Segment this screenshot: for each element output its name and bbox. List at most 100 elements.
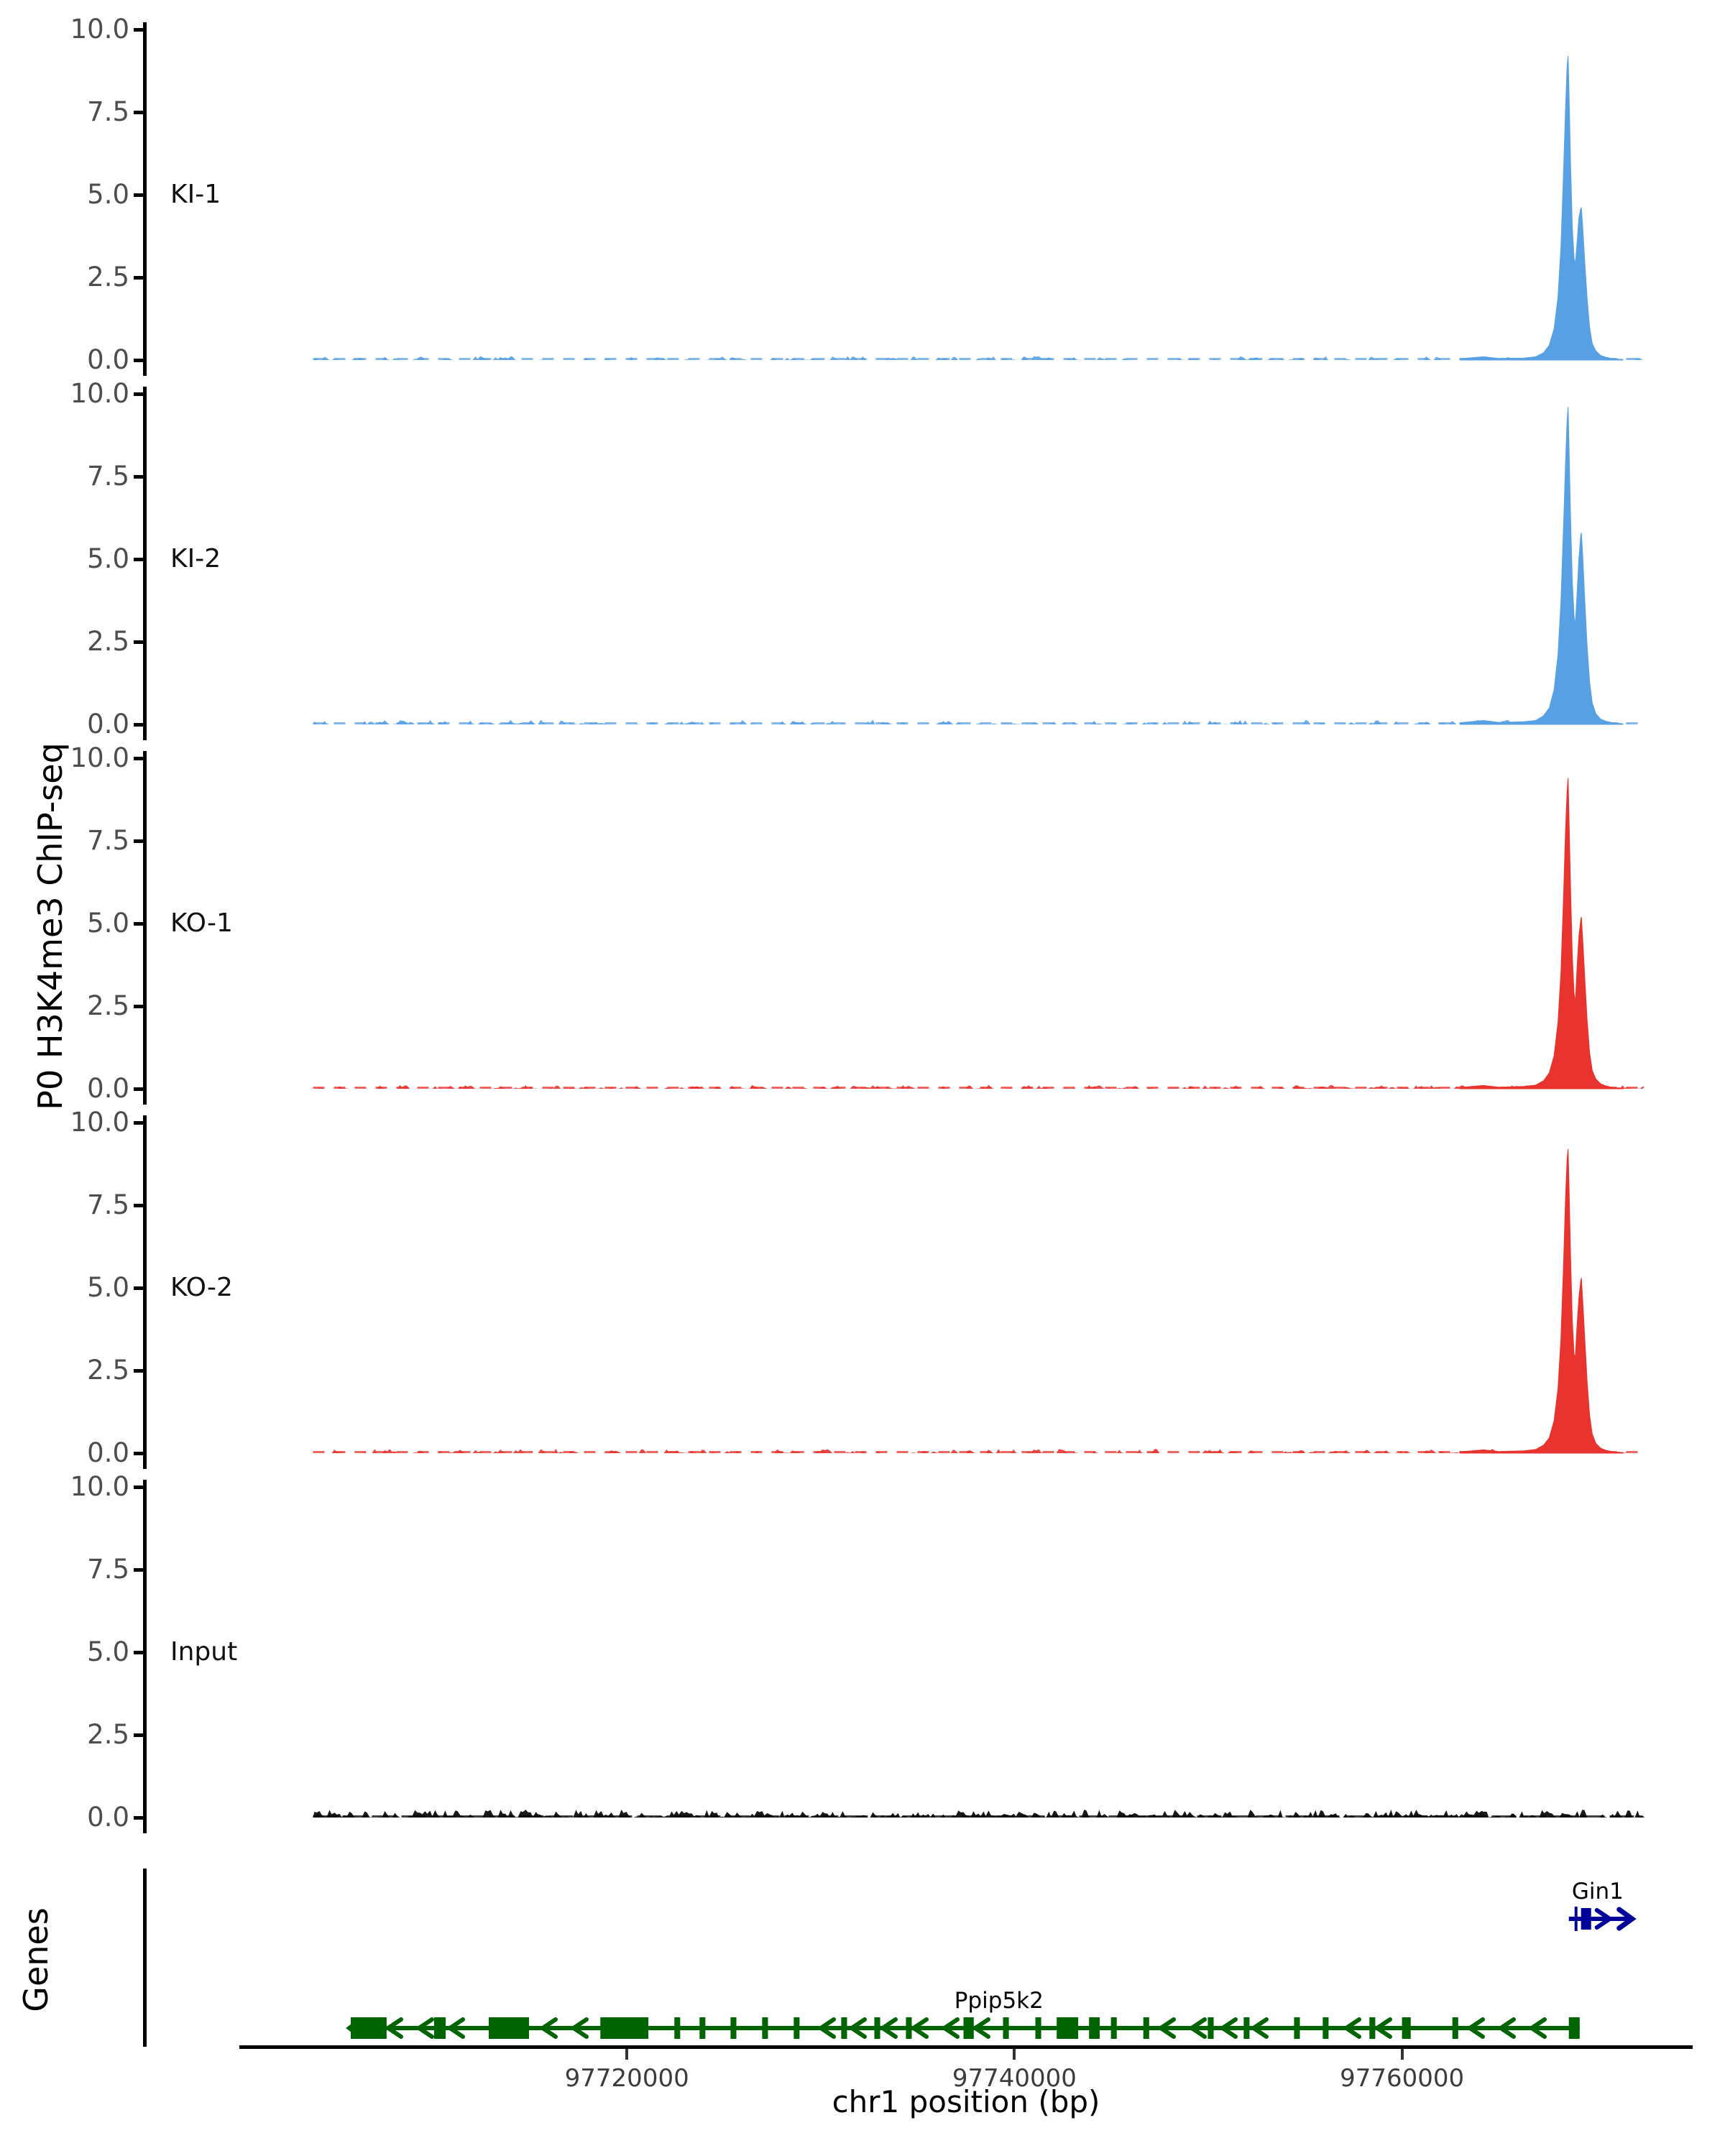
noise-area: [313, 356, 1645, 360]
strand-arrow-icon: [569, 2017, 589, 2039]
y-tick-mark: [134, 1087, 144, 1091]
x-tick-label: 97760000: [1340, 2064, 1465, 2093]
strand-arrow-icon: [446, 2017, 466, 2039]
genes-panel-axis-spine: [143, 1869, 147, 2047]
exon-box: [841, 2017, 847, 2039]
exon-box: [1208, 2017, 1214, 2039]
strand-arrow-icon: [1594, 1908, 1614, 1930]
y-tick-label: 5.0: [87, 1636, 129, 1667]
coverage-peak-area-KI-1: [1459, 55, 1624, 361]
exon-box: [1294, 2017, 1300, 2039]
exon-box: [674, 2017, 681, 2039]
y-tick-label: 10.0: [70, 1471, 129, 1502]
y-tick-label: 10.0: [70, 14, 129, 45]
exon-box: [906, 2017, 912, 2039]
coverage-svg-Input: [313, 1810, 1645, 1818]
y-tick-mark: [134, 757, 144, 760]
x-tick-mark: [1013, 2049, 1016, 2060]
genes-svg: Gin1 Ppip5k2: [346, 1879, 1637, 2039]
exon-box: [1452, 2017, 1458, 2039]
y-tick-label: 5.0: [87, 179, 129, 210]
y-tick-mark: [134, 1286, 144, 1290]
exon-box: [1243, 2017, 1250, 2039]
y-tick-mark: [134, 1568, 144, 1572]
coverage-svg-KI-1: [313, 55, 1645, 361]
exon-box: [600, 2017, 649, 2039]
strand-arrow-icon: [816, 2017, 837, 2039]
track-label-KO-1: KO-1: [170, 908, 233, 938]
y-tick-mark: [134, 111, 144, 114]
exon-box: [1110, 2017, 1117, 2039]
y-tick-label: 10.0: [70, 742, 129, 773]
y-tick-label: 0.0: [87, 1802, 129, 1833]
gene-model-Gin1: Gin1: [1568, 1879, 1637, 1931]
y-tick-label: 5.0: [87, 1272, 129, 1303]
exon-box: [1322, 2017, 1329, 2039]
exon-box: [730, 2017, 737, 2039]
strand-arrow-icon: [1342, 2017, 1362, 2039]
coverage-svg-KO-1: [313, 778, 1645, 1089]
exon-box: [1089, 2017, 1100, 2039]
y-tick-label: 2.5: [87, 262, 129, 292]
y-tick-mark: [134, 1005, 144, 1008]
y-tick-mark: [134, 28, 144, 32]
x-tick-label: 97740000: [952, 2064, 1077, 2093]
track-axis-spine-KI-2: [143, 387, 147, 740]
y-tick-label: 10.0: [70, 378, 129, 409]
y-tick-label: 2.5: [87, 1355, 129, 1386]
y-tick-mark: [134, 1204, 144, 1207]
y-tick-label: 5.0: [87, 543, 129, 574]
y-tick-mark: [134, 1121, 144, 1125]
strand-arrow-icon: [1496, 2017, 1517, 2039]
strand-arrow-icon: [538, 2017, 558, 2039]
x-axis-line: [239, 2045, 1693, 2049]
exon-box: [1581, 1908, 1591, 1930]
track-axis-spine-KO-2: [143, 1115, 147, 1469]
y-tick-label: 0.0: [87, 709, 129, 740]
strand-arrow-icon: [1249, 2017, 1269, 2039]
y-tick-label: 2.5: [87, 1719, 129, 1750]
coverage-tracks-container: 10.0 7.5 5.0 2.5 0.0 KI-1 10.0 7.5 5.0 2.5 0.0 KI-2…: [70, 14, 1645, 1833]
track-label-Input: Input: [170, 1637, 238, 1667]
y-tick-mark: [134, 723, 144, 727]
x-tick-mark: [1400, 2049, 1404, 2060]
strand-arrow-icon: [940, 2017, 960, 2039]
strand-arrow-icon: [1466, 2017, 1486, 2039]
strand-arrow-icon: [1218, 2017, 1238, 2039]
exon-box: [874, 2017, 880, 2039]
coverage-peak-area-KO-2: [1459, 1148, 1624, 1454]
y-tick-label: 7.5: [87, 461, 129, 492]
strand-arrow-icon: [878, 2017, 898, 2039]
x-axis-title: chr1 position (bp): [832, 2084, 1100, 2119]
y-tick-label: 0.0: [87, 1437, 129, 1468]
track-label-KI-2: KI-2: [170, 544, 221, 573]
y-tick-label: 10.0: [70, 1107, 129, 1138]
coverage-peak-area-KI-2: [1459, 407, 1624, 725]
exon-box: [963, 2017, 974, 2039]
exon-box: [1057, 2017, 1079, 2039]
track-axis-spine-KI-1: [143, 22, 147, 376]
y-tick-label: 0.0: [87, 344, 129, 375]
y-tick-label: 0.0: [87, 1073, 129, 1104]
strand-arrow-icon: [847, 2017, 868, 2039]
strand-arrow-icon: [1373, 2017, 1393, 2039]
noise-area: [313, 719, 1645, 724]
strand-arrow-icon: [971, 2017, 991, 2039]
y-tick-label: 2.5: [87, 990, 129, 1021]
y-tick-mark: [134, 193, 144, 197]
exon-box: [1568, 2017, 1580, 2039]
noise-area: [313, 1449, 1645, 1453]
y-tick-label: 7.5: [87, 96, 129, 127]
y-tick-mark: [134, 1369, 144, 1373]
exon-box: [351, 2017, 387, 2039]
y-tick-mark: [134, 1485, 144, 1489]
strand-arrow-icon: [909, 2017, 929, 2039]
y-tick-label: 7.5: [87, 1189, 129, 1220]
gene-label-Gin1: Gin1: [1572, 1879, 1624, 1904]
y-tick-mark: [134, 558, 144, 561]
y-tick-mark: [134, 640, 144, 644]
track-label-KO-2: KO-2: [170, 1273, 233, 1302]
y-tick-mark: [134, 359, 144, 362]
